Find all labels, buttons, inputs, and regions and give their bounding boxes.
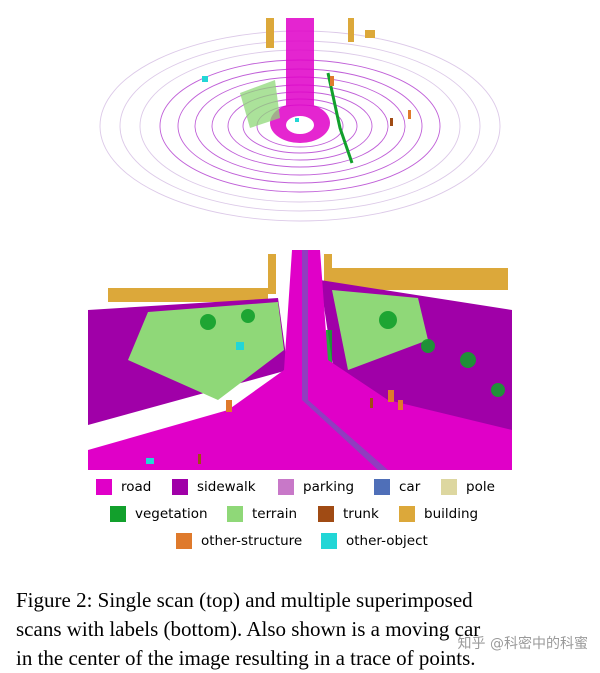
terrain-swatch <box>227 506 243 522</box>
caption-line: Figure 2: Single scan (top) and multiple… <box>16 588 473 612</box>
watermark: 知乎 @科密中的科蜜 <box>457 636 588 652</box>
superimposed-scans-pointcloud <box>88 250 512 470</box>
trunk-swatch <box>318 506 334 522</box>
legend-item-sidewalk: sidewalk <box>172 476 256 498</box>
legend-item-other-structure: other-structure <box>176 530 302 552</box>
caption-line: scans with labels (bottom). Also shown i… <box>16 617 481 641</box>
car-swatch <box>374 479 390 495</box>
legend-label: pole <box>466 479 495 495</box>
single-scan-pointcloud <box>99 18 501 222</box>
legend-item-terrain: terrain <box>227 503 297 525</box>
legend-item-building: building <box>399 503 478 525</box>
legend-label: sidewalk <box>197 479 256 495</box>
legend-item-car: car <box>374 476 420 498</box>
road-swatch <box>96 479 112 495</box>
legend-label: road <box>121 479 152 495</box>
figure-caption: Figure 2: Single scan (top) and multiple… <box>16 586 586 673</box>
legend-label: other-structure <box>201 533 303 549</box>
legend-row-3: other-structure other-object <box>0 530 600 552</box>
caption-line: in the center of the image resulting in … <box>16 646 476 670</box>
other-object-swatch <box>321 533 337 549</box>
legend-label: vegetation <box>135 506 208 522</box>
pole-swatch <box>441 479 457 495</box>
legend-item-vegetation: vegetation <box>110 503 208 525</box>
superimposed-scans-image <box>88 250 512 470</box>
sidewalk-swatch <box>172 479 188 495</box>
legend-item-trunk: trunk <box>318 503 379 525</box>
legend-item-other-object: other-object <box>321 530 428 552</box>
building-swatch <box>399 506 415 522</box>
parking-swatch <box>278 479 294 495</box>
other-structure-swatch <box>176 533 192 549</box>
legend-label: other-object <box>346 533 428 549</box>
legend-item-pole: pole <box>441 476 495 498</box>
legend-label: building <box>424 506 479 522</box>
legend-label: car <box>399 479 421 495</box>
legend-item-parking: parking <box>278 476 354 498</box>
vegetation-swatch <box>110 506 126 522</box>
legend-label: trunk <box>343 506 379 522</box>
legend-label: parking <box>303 479 355 495</box>
legend-label: terrain <box>252 506 298 522</box>
legend: road sidewalk parking car pole veg <box>0 474 600 554</box>
legend-row-1: road sidewalk parking car pole <box>0 476 600 498</box>
legend-item-road: road <box>96 476 151 498</box>
figure-2: road sidewalk parking car pole veg <box>0 18 600 554</box>
legend-row-2: vegetation terrain trunk building <box>0 503 600 525</box>
single-scan-image <box>90 18 510 238</box>
